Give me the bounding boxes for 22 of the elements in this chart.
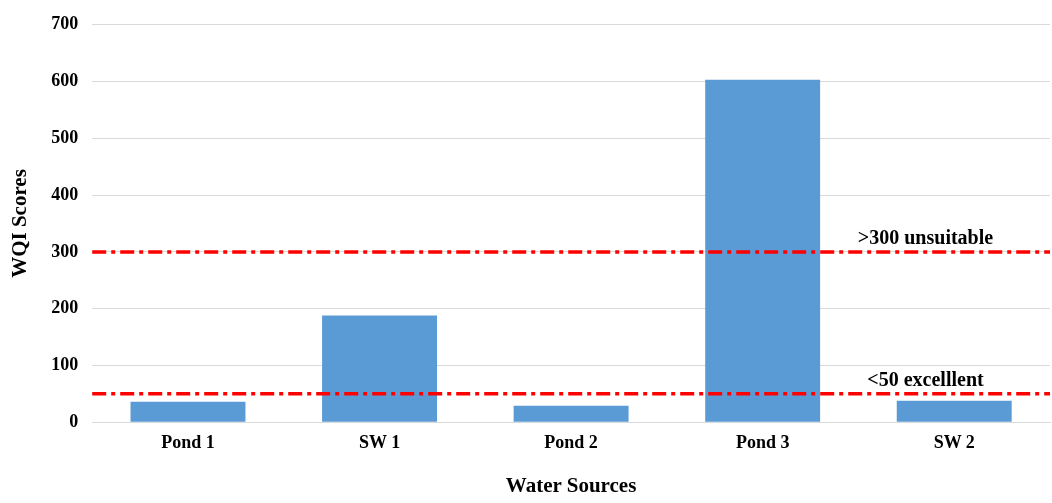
- x-tick-label: SW 1: [358, 431, 401, 452]
- x-axis-title: Water Sources: [505, 472, 637, 497]
- ref-line-label: <50 excelllent: [867, 367, 984, 390]
- bar: [705, 79, 821, 422]
- y-tick-label: 700: [51, 13, 79, 34]
- x-tick-label: Pond 1: [161, 431, 215, 452]
- x-tick-label: Pond 3: [735, 431, 790, 452]
- y-tick-label: 100: [51, 354, 79, 375]
- y-tick-label: 500: [51, 127, 79, 147]
- y-tick-label: 300: [51, 240, 79, 261]
- ref-line-label: >300 unsuitable: [857, 226, 994, 249]
- bar: [130, 401, 246, 422]
- bar: [322, 315, 438, 422]
- bar: [896, 400, 1012, 422]
- y-tick-label: 400: [51, 183, 79, 204]
- bar: [513, 405, 629, 422]
- x-tick-label: Pond 2: [544, 431, 598, 452]
- x-tick-label: SW 2: [933, 431, 975, 452]
- y-axis-title: WQI Scores: [7, 169, 32, 278]
- y-tick-label: 600: [51, 70, 79, 91]
- y-tick-label: 0: [69, 410, 79, 431]
- y-tick-label: 200: [51, 297, 79, 318]
